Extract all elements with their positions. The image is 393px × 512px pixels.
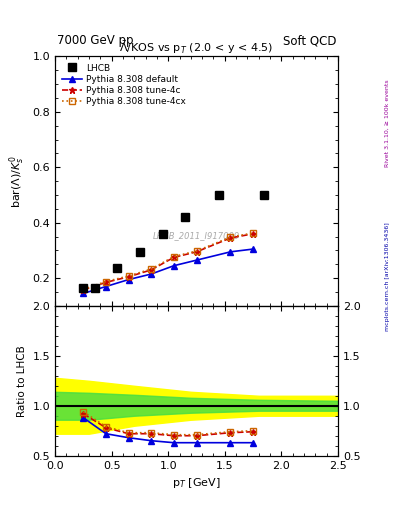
Pythia 8.308 tune-4c xyxy=(104,279,108,285)
Pythia 8.308 tune-4c xyxy=(171,254,176,261)
Text: 7000 GeV pp: 7000 GeV pp xyxy=(57,34,134,47)
Pythia 8.308 tune-4cx xyxy=(194,248,199,254)
Pythia 8.308 default xyxy=(228,249,233,255)
Pythia 8.308 default xyxy=(149,271,154,277)
Pythia 8.308 tune-4c xyxy=(149,267,154,273)
Pythia 8.308 tune-4cx xyxy=(81,286,86,292)
Line: Pythia 8.308 tune-4cx: Pythia 8.308 tune-4cx xyxy=(81,230,256,292)
Pythia 8.308 tune-4cx xyxy=(149,266,154,272)
LHCB xyxy=(183,214,187,220)
Pythia 8.308 tune-4cx xyxy=(104,279,108,285)
Pythia 8.308 tune-4c xyxy=(228,235,233,241)
Pythia 8.308 default xyxy=(104,284,108,290)
Pythia 8.308 tune-4c xyxy=(126,274,131,280)
LHCB xyxy=(138,249,142,255)
Line: Pythia 8.308 default: Pythia 8.308 default xyxy=(81,246,256,296)
Text: LHCB_2011_I917009: LHCB_2011_I917009 xyxy=(153,231,240,241)
LHCB xyxy=(92,285,97,291)
Pythia 8.308 tune-4cx xyxy=(228,234,233,240)
LHCB xyxy=(160,231,165,237)
Y-axis label: bar($\Lambda$)/$K^0_s$: bar($\Lambda$)/$K^0_s$ xyxy=(7,155,27,207)
Pythia 8.308 tune-4c xyxy=(194,249,199,255)
Y-axis label: Ratio to LHCB: Ratio to LHCB xyxy=(17,345,27,417)
LHCB xyxy=(115,265,119,271)
Legend: LHCB, Pythia 8.308 default, Pythia 8.308 tune-4c, Pythia 8.308 tune-4cx: LHCB, Pythia 8.308 default, Pythia 8.308… xyxy=(59,61,188,109)
Line: LHCB: LHCB xyxy=(79,191,268,292)
LHCB xyxy=(81,285,86,291)
Pythia 8.308 tune-4cx xyxy=(251,230,255,236)
Pythia 8.308 tune-4cx xyxy=(171,253,176,260)
LHCB xyxy=(262,192,267,198)
Title: $\bar{\Lambda}$/KOS vs p$_{T}$ (2.0 < y < 4.5): $\bar{\Lambda}$/KOS vs p$_{T}$ (2.0 < y … xyxy=(119,40,274,56)
Pythia 8.308 default xyxy=(126,276,131,283)
Pythia 8.308 default xyxy=(194,257,199,263)
Line: Pythia 8.308 tune-4c: Pythia 8.308 tune-4c xyxy=(80,230,257,293)
Pythia 8.308 tune-4cx xyxy=(126,273,131,279)
Text: mcplots.cern.ch [arXiv:1306.3436]: mcplots.cern.ch [arXiv:1306.3436] xyxy=(385,222,389,331)
Pythia 8.308 default xyxy=(251,246,255,252)
Pythia 8.308 tune-4c xyxy=(81,287,86,293)
X-axis label: p$_{T}$ [GeV]: p$_{T}$ [GeV] xyxy=(172,476,221,490)
Pythia 8.308 default xyxy=(81,290,86,296)
Text: Rivet 3.1.10, ≥ 100k events: Rivet 3.1.10, ≥ 100k events xyxy=(385,79,389,167)
Text: Soft QCD: Soft QCD xyxy=(283,34,336,47)
Pythia 8.308 tune-4c xyxy=(251,231,255,237)
LHCB xyxy=(217,192,222,198)
Pythia 8.308 default xyxy=(171,263,176,269)
